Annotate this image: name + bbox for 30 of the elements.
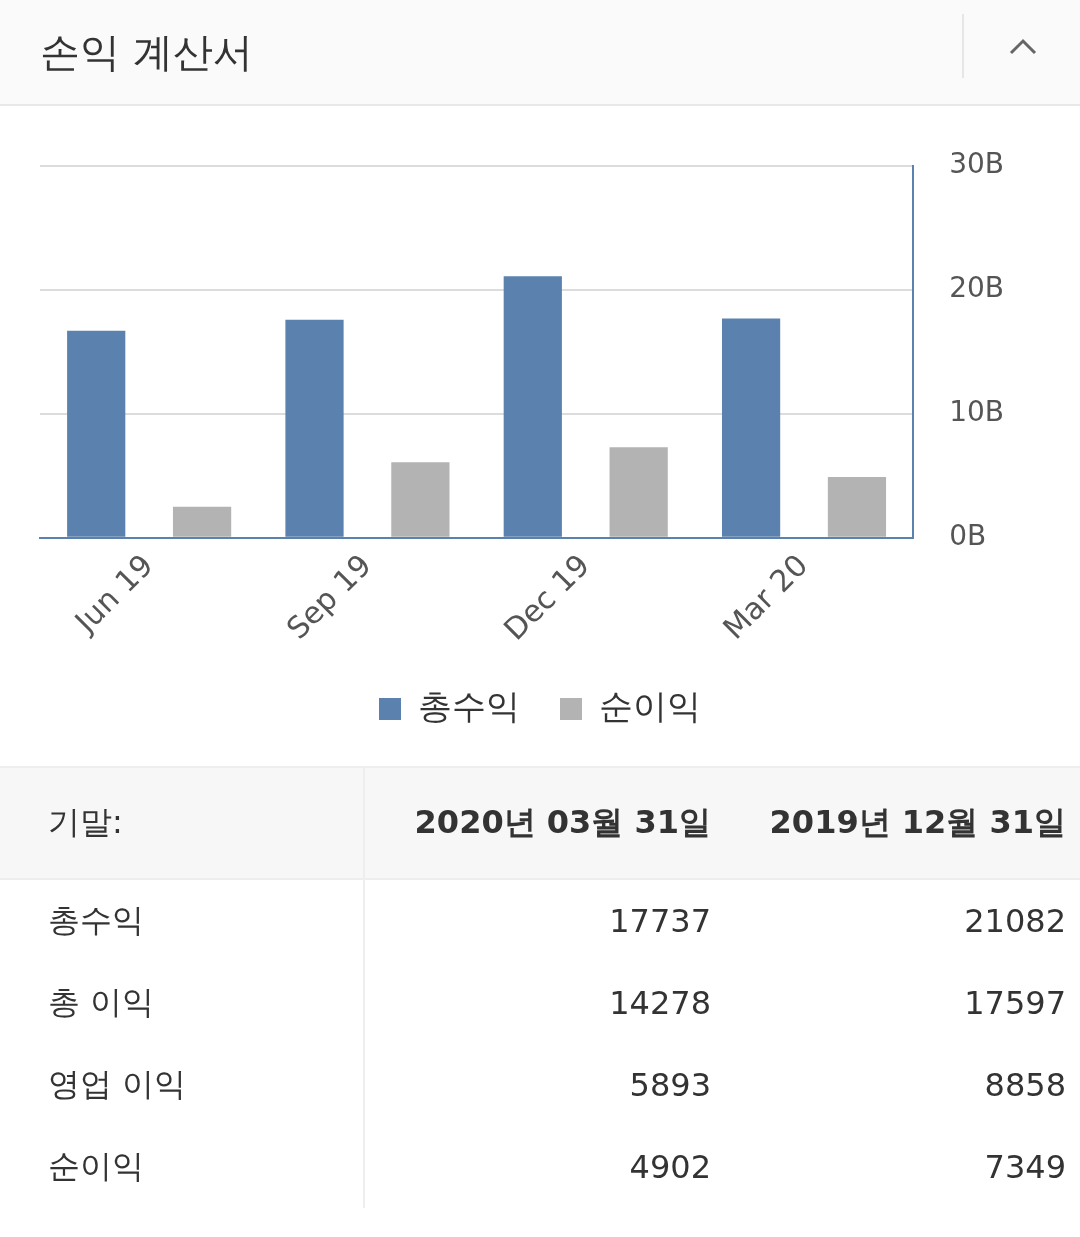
text: 2019년 12월 31일: [725, 768, 1080, 880]
x-tick-label: Jun 19: [66, 547, 160, 641]
text: 17737: [608, 901, 712, 942]
bar: [609, 447, 668, 537]
legend-label: 순이익: [599, 685, 701, 726]
text: 8858: [983, 1065, 1067, 1106]
x-tick-label: Sep 19: [279, 547, 378, 646]
text: 5893: [628, 1065, 712, 1106]
bar: [172, 506, 232, 537]
text: 14278: [608, 983, 712, 1024]
text: 순이익: [0, 1126, 365, 1208]
text: 21082: [963, 901, 1067, 942]
legend-label: 총수익: [418, 685, 520, 726]
text: 4902: [628, 1147, 712, 1188]
text: 17597: [963, 983, 1067, 1024]
text: 7349: [983, 1147, 1067, 1188]
text: 총수익: [0, 880, 365, 962]
text: 총 이익: [0, 962, 365, 1044]
y-tick-label: 0B: [949, 519, 987, 553]
y-tick-label: 10B: [949, 395, 1005, 429]
bar: [391, 462, 450, 537]
y-tick-label: 30B: [949, 147, 1005, 181]
y-tick-label: 20B: [949, 271, 1005, 305]
chart-title: 손익 계산서: [40, 27, 253, 77]
x-tick-label: Dec 19: [496, 547, 597, 647]
text: 영업 이익: [0, 1044, 365, 1126]
x-tick-label: Mar 20: [715, 547, 815, 646]
text: 기말:: [0, 768, 365, 880]
bar: [827, 477, 887, 537]
text: 2020년 03월 31일: [365, 768, 725, 880]
